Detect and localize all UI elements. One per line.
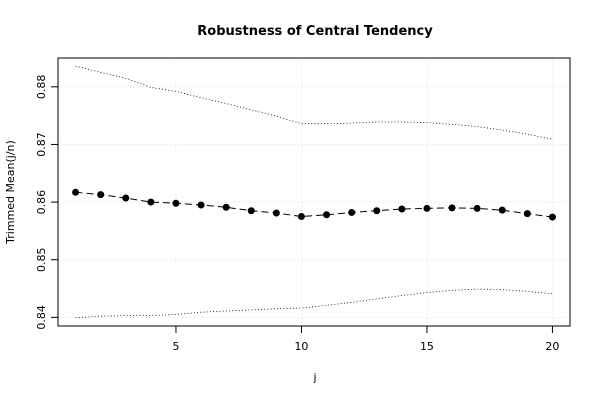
trimmed-mean-point — [147, 198, 155, 206]
trimmed-mean-point — [398, 205, 406, 213]
trimmed-mean-line — [75, 191, 553, 218]
trimmed-mean-point — [348, 208, 356, 216]
x-tick-label: 10 — [294, 340, 308, 353]
trimmed-mean-point — [222, 203, 230, 211]
plot-frame — [57, 57, 571, 327]
y-tick-label: 0.84 — [35, 305, 48, 330]
trimmed-mean-point — [548, 213, 556, 221]
y-tick-label: 0.85 — [35, 247, 48, 272]
trimmed-mean-point — [172, 199, 180, 207]
grid — [58, 58, 570, 326]
trimmed-mean-point — [72, 188, 80, 196]
chart-title: Robustness of Central Tendency — [197, 24, 433, 39]
y-tick-label: 0.88 — [35, 75, 48, 100]
trimmed-mean-point — [97, 191, 105, 199]
trimmed-mean-point — [423, 204, 431, 212]
trimmed-mean-point — [323, 211, 331, 219]
trimmed-mean-point — [373, 207, 381, 215]
x-tick-label: 20 — [545, 340, 559, 353]
axes: 5 10 15 20 0.84 0.85 0.86 0.87 0.88 — [35, 75, 559, 353]
trimmed-mean-point — [473, 204, 481, 212]
x-axis-label: j — [312, 371, 316, 384]
trimmed-mean-point — [197, 201, 205, 209]
trimmed-mean-point — [272, 209, 280, 217]
trimmed-mean-point — [247, 207, 255, 215]
series — [72, 65, 556, 319]
trimmed-mean-point — [523, 210, 531, 218]
y-axis-label: Trimmed Mean(j/n) — [4, 140, 17, 245]
x-tick-label: 15 — [420, 340, 434, 353]
trimmed-mean-point — [122, 194, 130, 202]
x-tick-label: 5 — [172, 340, 179, 353]
y-tick-label: 0.87 — [35, 132, 48, 157]
y-tick-label: 0.86 — [35, 190, 48, 215]
trimmed-mean-point — [448, 204, 456, 212]
trimmed-mean-point — [297, 212, 305, 220]
trimmed-mean-point — [498, 206, 506, 214]
